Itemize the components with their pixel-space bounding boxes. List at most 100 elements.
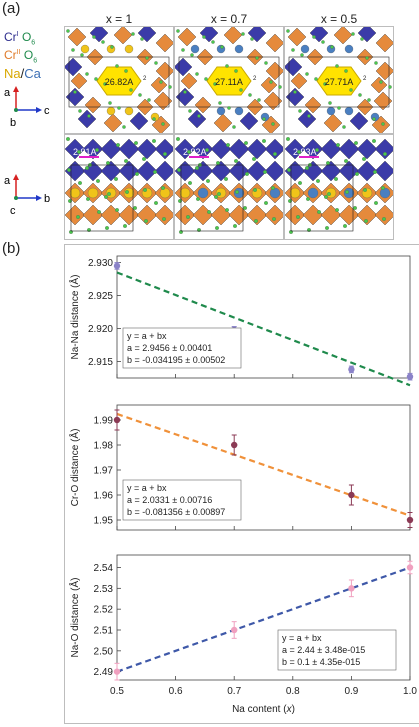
cation-sphere: [300, 44, 310, 54]
fit-text: a = 2.9456 ± 0.00401: [127, 343, 212, 353]
axis-b-label: b: [10, 117, 16, 129]
octahedron: [155, 33, 173, 53]
oxygen-atom: [262, 117, 266, 121]
oxygen-atom: [374, 201, 378, 205]
oxygen-atom: [364, 219, 368, 223]
oxygen-atom: [358, 93, 362, 97]
oxygen-atom: [269, 80, 273, 84]
tunnel-area-label: 27.71A: [325, 77, 354, 87]
oxygen-atom: [335, 208, 339, 212]
octahedron: [356, 204, 378, 226]
oxygen-atom: [215, 226, 219, 230]
oxygen-atom: [85, 166, 89, 170]
cation-sphere: [190, 44, 200, 54]
octahedron: [175, 138, 196, 160]
octahedron: [175, 204, 196, 226]
oxygen-atom: [147, 98, 151, 102]
octahedron: [302, 138, 324, 160]
oxygen-atom: [108, 101, 112, 105]
octahedron: [154, 160, 173, 182]
oxygen-atom: [143, 188, 147, 192]
oxygen-atom: [316, 179, 320, 183]
oxygen-atom: [153, 170, 157, 174]
octahedron: [180, 72, 198, 90]
oxygen-atom: [218, 101, 222, 105]
oxygen-atom: [110, 45, 114, 49]
oxygen-atom: [305, 166, 309, 170]
oxygen-atom: [362, 157, 366, 161]
oxygen-atom: [244, 141, 248, 145]
oxygen-atom: [101, 40, 105, 44]
oxygen-atom: [300, 53, 304, 57]
oxygen-atom: [162, 217, 166, 221]
octahedron: [65, 204, 86, 226]
data-point: [348, 491, 355, 499]
octahedron: [118, 138, 140, 160]
tunnel-area-label: 26.82A: [105, 77, 134, 87]
oxygen-atom: [351, 32, 355, 36]
axis-a-label: a: [4, 87, 11, 99]
oxygen-atom: [107, 192, 111, 196]
legend-cr1: CrI O6: [4, 30, 36, 47]
cation-sphere: [344, 44, 354, 54]
oxygen-atom: [233, 224, 237, 228]
oxygen-atom: [372, 117, 376, 121]
oxygen-atom: [372, 139, 376, 143]
octahedron: [136, 204, 158, 226]
octahedron: [356, 160, 378, 182]
data-point: [406, 516, 414, 524]
panel-b-label: (b): [2, 240, 21, 257]
oxygen-atom: [381, 122, 385, 126]
fit-text: a = 2.44 ± 3.48e-015: [282, 645, 365, 655]
octahedron: [338, 160, 360, 182]
oxygen-atom: [78, 181, 82, 185]
oxygen-atom: [80, 53, 84, 57]
y-axis-label: Cr-O distance (Å): [68, 429, 81, 507]
column-header-x07: x = 0.7: [210, 12, 248, 26]
legend-na-ca: Na/Ca: [4, 66, 41, 81]
octahedron: [374, 160, 393, 182]
oxygen-atom: [114, 177, 118, 181]
oxygen-atom: [152, 117, 156, 121]
oxygen-atom: [317, 210, 321, 214]
plot-frame: [116, 255, 411, 379]
na-na-distance-label: 2.91A: [73, 147, 97, 157]
oxygen-atom: [71, 48, 75, 52]
y-tick-label: 2.930: [88, 258, 113, 269]
oxygen-atom: [226, 143, 230, 147]
octahedron: [213, 113, 233, 133]
oxygen-atom: [291, 48, 295, 52]
octahedron: [118, 204, 140, 226]
octahedron: [297, 109, 317, 129]
tunnel-hexagon: [206, 66, 252, 96]
oxygen-atom: [159, 80, 163, 84]
oxygen-atom: [264, 201, 268, 205]
axis-b-label-2: b: [44, 193, 50, 205]
octahedron: [246, 160, 268, 182]
data-point: [406, 373, 414, 380]
oxygen-atom: [220, 45, 224, 49]
cation-sphere: [289, 187, 301, 199]
structure-cell-top-1: 26.82A 2: [64, 26, 174, 134]
fit-box: [122, 327, 242, 369]
axis-c-label-2: c: [10, 205, 16, 217]
oxygen-atom: [381, 186, 385, 190]
oxygen-atom: [95, 148, 99, 152]
y-tick-label: 1.97: [94, 466, 114, 477]
oxygen-atom: [383, 152, 387, 156]
oxygen-atom: [138, 93, 142, 97]
cation-sphere: [234, 44, 244, 54]
oxygen-atom: [103, 82, 107, 86]
octahedron: [290, 72, 308, 90]
oxygen-atom: [305, 72, 309, 76]
oxygen-atom: [321, 40, 325, 44]
oxygen-atom: [227, 106, 231, 110]
oxygen-atom: [250, 37, 254, 41]
cation-sphere: [379, 187, 391, 199]
oxygen-atom: [225, 208, 229, 212]
octahedron: [70, 72, 88, 90]
oxygen-atom: [344, 69, 348, 73]
oxygen-atom: [183, 90, 187, 94]
fit-box: [122, 479, 242, 521]
oxygen-atom: [271, 122, 275, 126]
